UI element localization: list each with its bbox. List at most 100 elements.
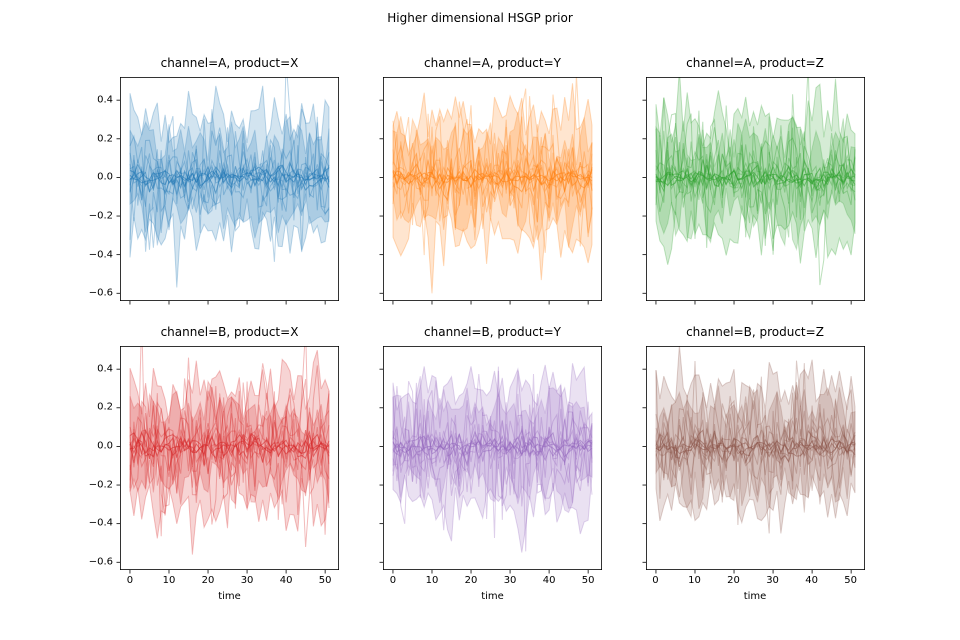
y-tick-label: 0.2 [97, 133, 113, 145]
sample-line [392, 366, 593, 524]
sample-line [655, 150, 855, 214]
plot-area [379, 345, 602, 573]
uncertainty-band [655, 114, 855, 252]
sample-line-core [392, 431, 593, 466]
x-tick-label: 0 [126, 574, 134, 586]
sample-line [392, 406, 593, 499]
x-tick-label: 40 [542, 574, 556, 586]
subplot-title: channel=B, product=Z [686, 324, 824, 339]
x-tick-label: 50 [581, 574, 595, 586]
sample-line-core [129, 429, 330, 460]
plot-area [116, 345, 339, 573]
x-tick-label: 40 [279, 574, 293, 586]
sample-line [655, 399, 855, 478]
sample-line-core [129, 164, 330, 196]
y-tick-label: 0.2 [97, 401, 113, 413]
sample-line [392, 88, 593, 253]
uncertainty-band [392, 83, 593, 294]
sample-line [655, 159, 855, 204]
sample-line [129, 130, 330, 221]
axes-border [120, 77, 339, 301]
sample-line-core [129, 163, 330, 195]
y-tick-label: −0.2 [88, 479, 113, 491]
y-tick-label: −0.4 [88, 249, 113, 261]
sample-line [655, 112, 855, 251]
y-tick-label: 0.4 [97, 363, 113, 375]
sample-line [655, 407, 855, 480]
sample-line-core [392, 166, 593, 193]
x-tick-label: 20 [464, 574, 478, 586]
x-tick-label: 0 [389, 574, 397, 586]
plot-area [642, 345, 865, 573]
sample-line [655, 428, 855, 461]
subplot-channel-B-product-X: channel=B, product=X time 0.4 0.2 0.0 −0.2 −… [89, 325, 339, 602]
sample-line [655, 135, 855, 210]
sample-line [655, 116, 855, 215]
x-tick-label: 40 [805, 574, 818, 586]
series-group [129, 77, 330, 288]
y-tick-label: −0.2 [88, 210, 113, 222]
subplot-channel-A-product-Z: channel=A, product=Z [642, 56, 865, 305]
x-tick-label: 30 [503, 574, 517, 586]
subplot-channel-B-product-Y: channel=B, product=Y time 0 10 20 30 40 50 [379, 325, 602, 602]
x-tick-label: 20 [727, 574, 740, 586]
x-axis-label: time [481, 590, 504, 602]
axes-border [645, 345, 865, 570]
figure-suptitle: Higher dimensional HSGP prior [387, 11, 573, 25]
uncertainty-band [129, 85, 330, 288]
y-tick-label: −0.6 [88, 287, 113, 299]
x-tick-label: 10 [688, 574, 701, 586]
sample-line [129, 409, 330, 483]
uncertainty-band [129, 379, 330, 505]
uncertainty-band [392, 375, 593, 513]
sample-line-core [655, 167, 855, 188]
x-tick-label: 50 [318, 574, 332, 586]
sample-line [655, 144, 855, 199]
x-tick-label: 20 [201, 574, 215, 586]
subplot-channel-B-product-Z: channel=B, product=Z time 0 10 20 30 40 50 [642, 325, 865, 602]
sample-line [392, 126, 593, 223]
y-tick-label: 0.0 [97, 171, 113, 183]
x-tick-label: 10 [162, 574, 176, 586]
sample-line [392, 77, 593, 256]
sample-line [655, 94, 855, 286]
sample-line-core [392, 436, 593, 461]
series-group [655, 345, 855, 533]
subplot-channel-A-product-X: channel=A, product=X 0.4 0.2 0.0 −0.2 −0.4 −0… [89, 56, 339, 305]
subplot-title: channel=A, product=Z [686, 56, 824, 70]
sample-line-core [129, 428, 330, 463]
sample-line [392, 370, 593, 538]
sample-line [655, 360, 855, 499]
sample-line-core [655, 435, 855, 459]
series-group [392, 362, 593, 553]
sample-line [129, 108, 330, 250]
sample-line-core [655, 162, 855, 187]
subplot-channel-A-product-Y: channel=A, product=Y [379, 56, 602, 305]
series-group [655, 77, 855, 286]
subplot-title: channel=B, product=Y [424, 324, 561, 339]
uncertainty-band [655, 77, 855, 265]
x-tick-label: 50 [844, 574, 858, 586]
sample-line [129, 77, 330, 262]
sample-line [392, 414, 593, 479]
sample-line [392, 373, 593, 551]
uncertainty-band [392, 362, 593, 553]
sample-line [129, 386, 330, 509]
uncertainty-band [655, 381, 855, 519]
subplot-title: channel=A, product=Y [424, 56, 561, 70]
sample-line-core [392, 434, 593, 457]
plot-area [379, 77, 602, 305]
x-axis-label: time [743, 590, 767, 602]
y-tick-label: −0.4 [88, 517, 113, 529]
x-tick-label: 30 [240, 574, 254, 586]
subplot-title: channel=B, product=X [160, 324, 299, 339]
uncertainty-band [655, 345, 855, 533]
sample-line [129, 345, 330, 516]
plot-area [116, 77, 339, 305]
sample-line [392, 159, 593, 202]
sample-line [129, 152, 330, 196]
sample-line [129, 142, 330, 213]
sample-line [392, 142, 593, 214]
axes-border [383, 77, 602, 301]
